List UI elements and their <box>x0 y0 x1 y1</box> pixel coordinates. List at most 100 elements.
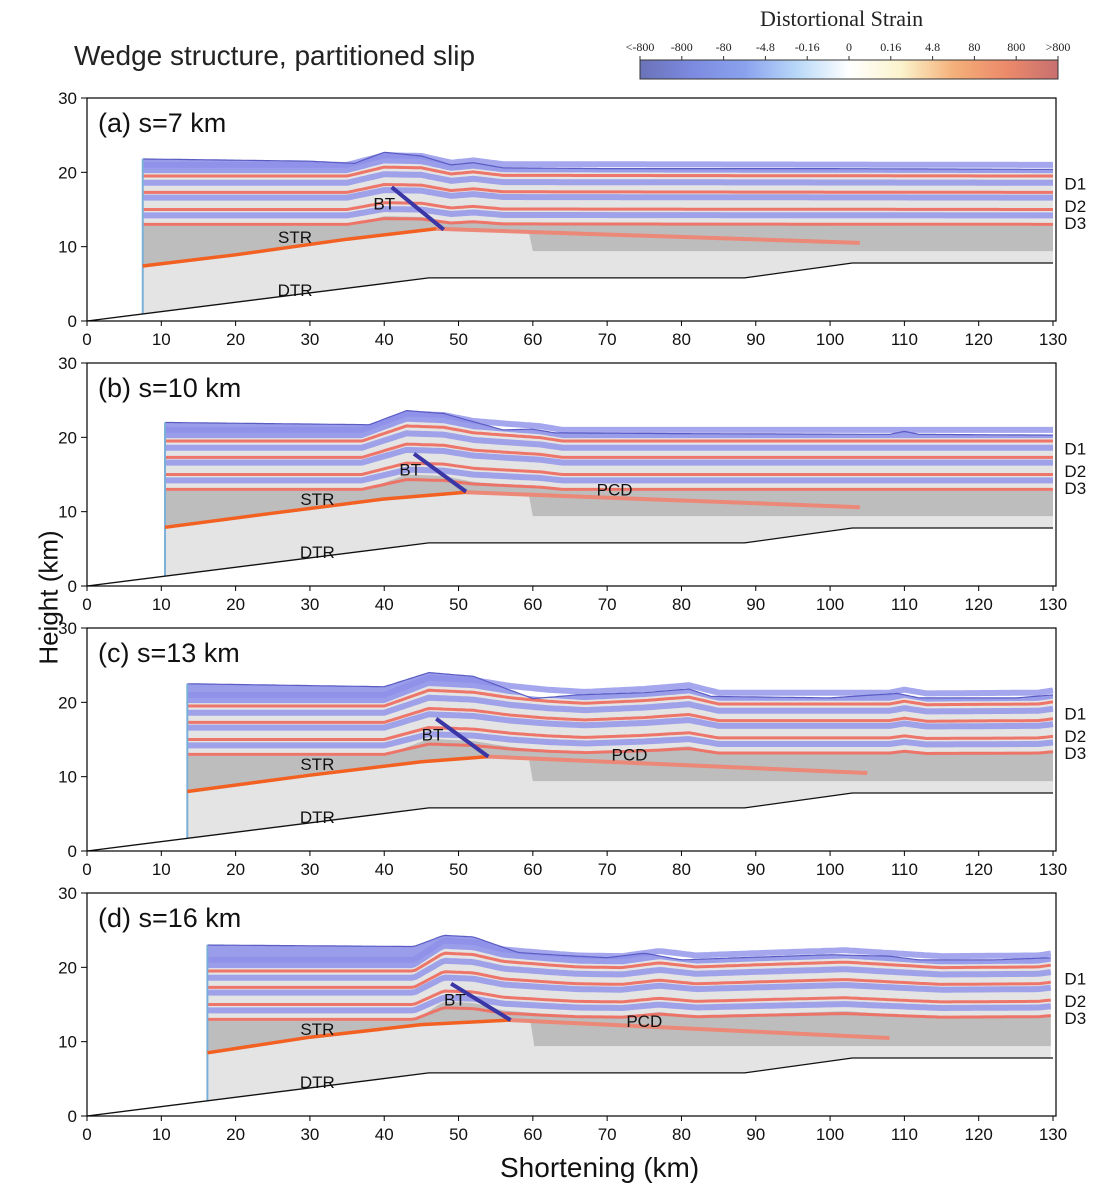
x-tick-label: 100 <box>816 330 844 349</box>
x-tick-label: 30 <box>300 330 319 349</box>
annotation-bt: BT <box>373 195 395 214</box>
x-tick-label: 120 <box>965 330 993 349</box>
red-stratum-line <box>142 201 1053 211</box>
x-tick-label: 10 <box>152 595 171 614</box>
red-stratum-line <box>165 424 1053 443</box>
x-tick-label: 130 <box>1039 330 1067 349</box>
annotation-d1: D1 <box>1064 439 1086 458</box>
x-tick-label: 20 <box>226 330 245 349</box>
annotation-d1: D1 <box>1064 969 1086 988</box>
grey-layer-band <box>142 216 1053 268</box>
surface-outline <box>207 934 1051 961</box>
red-stratum-line <box>187 725 1054 741</box>
grey-layer-band <box>165 474 1053 529</box>
x-tick-label: 50 <box>449 1125 468 1144</box>
panel-label: (c) s=13 km <box>98 638 240 668</box>
blue-stratum-line <box>165 446 1053 466</box>
colorbar-tick-label: -80 <box>716 40 732 54</box>
x-tick-label: 40 <box>375 595 394 614</box>
x-tick-label: 70 <box>598 330 617 349</box>
x-tick-label: 40 <box>375 330 394 349</box>
x-tick-label: 70 <box>598 1125 617 1144</box>
colorbar-tick-label: 800 <box>1007 40 1025 54</box>
colorbar-tick-label: 80 <box>968 40 980 54</box>
colorbar-tick-label: 4.8 <box>925 40 940 54</box>
str-fault-line <box>207 1018 511 1055</box>
panel-frame <box>86 362 1057 587</box>
annotation-str: STR <box>300 1020 334 1039</box>
x-tick-label: 130 <box>1039 1125 1067 1144</box>
x-tick-label: 80 <box>672 860 691 879</box>
x-tick-label: 50 <box>449 595 468 614</box>
y-tick-label: 10 <box>58 768 77 787</box>
annotation-d1: D1 <box>1064 174 1086 193</box>
annotation-d2: D2 <box>1064 197 1086 216</box>
panel-plot-area <box>87 409 1053 586</box>
x-tick-label: 90 <box>746 860 765 879</box>
panel-plot-area <box>87 671 1054 851</box>
annotation-d3: D3 <box>1064 744 1086 763</box>
x-tick-label: 120 <box>965 595 993 614</box>
blue-stratum-line <box>187 731 1054 749</box>
panel-3: (c) s=13 km0 10 20 30 40 50 60 70 80 90 100 110 120 1… <box>58 619 1086 879</box>
x-tick-label: 110 <box>891 860 918 879</box>
annotation-bt: BT <box>399 460 421 479</box>
x-tick-label: 10 <box>152 1125 171 1144</box>
red-stratum-line <box>165 461 1053 476</box>
colorbar-tick-label: -800 <box>671 40 693 54</box>
y-tick-label: 10 <box>58 503 77 522</box>
blue-stratum-line <box>187 711 1054 731</box>
annotation-d2: D2 <box>1064 462 1086 481</box>
x-tick-label: 80 <box>672 595 691 614</box>
panel-2: (b) s=10 km0 10 20 30 40 50 60 70 80 90 100 110 120 1… <box>58 354 1086 614</box>
y-tick-label: 0 <box>68 1107 77 1126</box>
blue-cap-layer <box>165 410 1053 439</box>
blue-stratum-line <box>207 974 1052 996</box>
x-tick-label: 30 <box>300 595 319 614</box>
x-tick-label: 30 <box>300 860 319 879</box>
x-tick-label: 100 <box>816 595 844 614</box>
annotation-d2: D2 <box>1064 992 1086 1011</box>
x-tick-label: 130 <box>1039 595 1067 614</box>
x-tick-label: 120 <box>965 860 993 879</box>
surface-outline <box>142 151 1054 170</box>
annotation-d3: D3 <box>1064 1009 1086 1028</box>
x-tick-label: 0 <box>82 330 91 349</box>
x-tick-label: 90 <box>746 330 765 349</box>
annotation-pcd: PCD <box>626 1012 662 1031</box>
red-stratum-line <box>187 688 1054 708</box>
colorbar-tick-label: 0 <box>846 40 852 54</box>
blue-stratum-line <box>142 206 1053 219</box>
red-stratum-line <box>207 989 1051 1006</box>
dtr-ramp-line <box>87 1057 1053 1116</box>
panel-label: (b) s=10 km <box>98 373 241 403</box>
str-fault-line <box>164 490 467 530</box>
blue-stratum-line <box>142 152 1053 168</box>
blue-stratum-line <box>142 187 1053 201</box>
y-tick-label: 20 <box>58 693 77 712</box>
y-tick-label: 0 <box>68 577 77 596</box>
blue-stratum-line <box>165 466 1053 484</box>
y-tick-label: 20 <box>58 958 77 977</box>
blue-stratum-line <box>165 410 1053 433</box>
blue-stratum-line <box>187 694 1054 716</box>
x-tick-label: 60 <box>523 595 542 614</box>
annotation-dtr: DTR <box>300 1073 335 1092</box>
x-tick-label: 0 <box>82 1125 91 1144</box>
x-tick-label: 40 <box>375 860 394 879</box>
x-tick-label: 10 <box>152 860 171 879</box>
x-tick-label: 0 <box>82 595 91 614</box>
blue-cap-layer <box>187 672 1054 704</box>
blue-stratum-line <box>207 994 1052 1014</box>
annotation-d2: D2 <box>1064 727 1086 746</box>
red-stratum-line <box>187 742 1054 756</box>
panels: (a) s=7 km0 10 20 30 40 50 60 70 80 90 100 110 120 13… <box>58 89 1086 1144</box>
x-tick-label: 70 <box>598 860 617 879</box>
pcd-detachment-line <box>465 490 860 510</box>
annotation-dtr: DTR <box>300 543 335 562</box>
panel-1: (a) s=7 km0 10 20 30 40 50 60 70 80 90 100 110 120 13… <box>58 89 1086 349</box>
dtr-ramp-line <box>87 527 1053 586</box>
annotation-dtr: DTR <box>300 808 335 827</box>
x-tick-label: 0 <box>82 860 91 879</box>
